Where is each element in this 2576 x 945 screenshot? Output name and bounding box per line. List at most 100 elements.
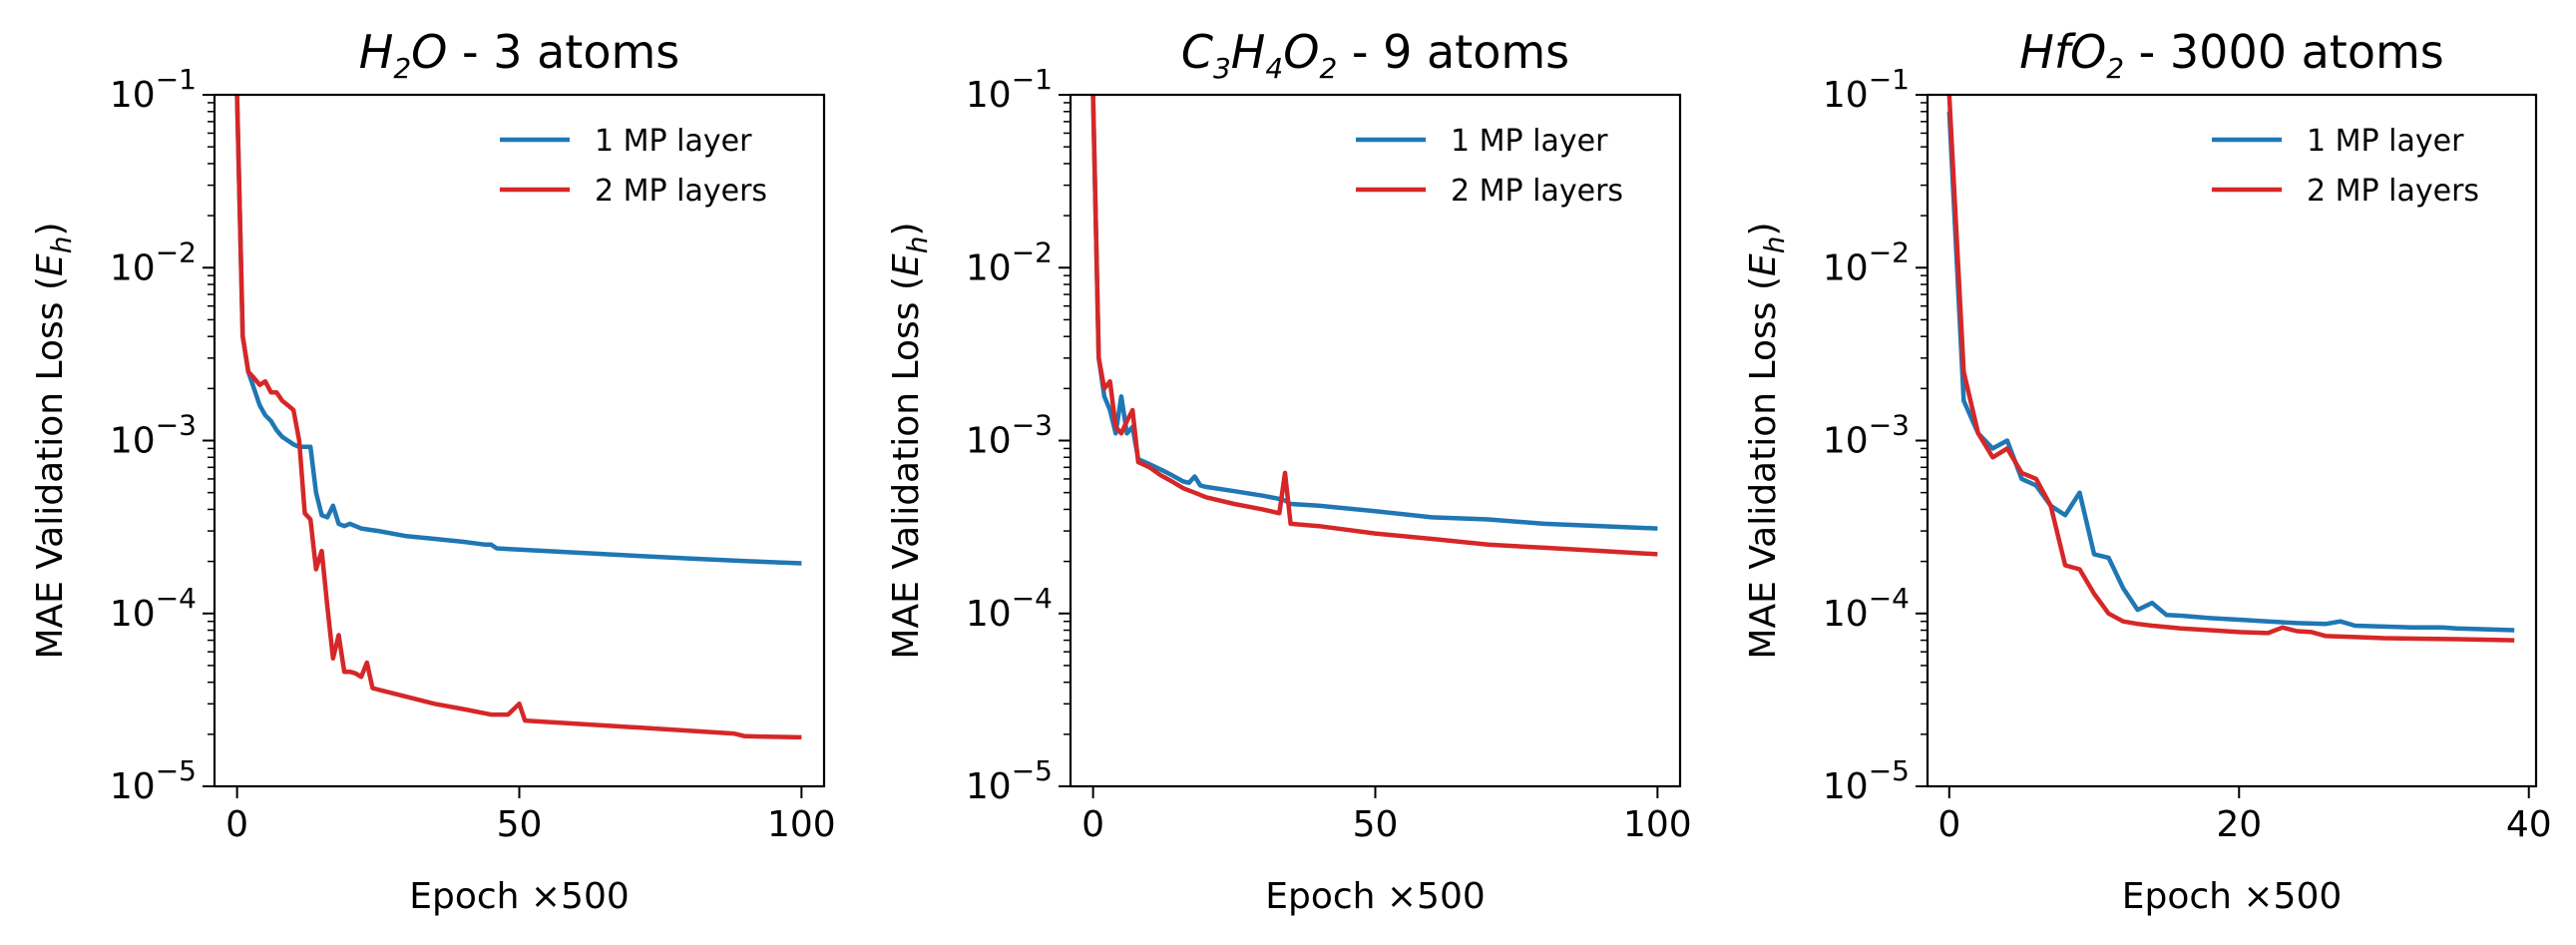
text-span: −1 xyxy=(1869,63,1910,96)
text-span: −1 xyxy=(156,63,197,96)
y-tick-label: 10−4 xyxy=(110,582,197,635)
y-axis-label: MAE Validation Loss (Eh) xyxy=(30,222,78,659)
text-span: 10 xyxy=(966,247,1012,288)
text-span: −4 xyxy=(1012,582,1053,615)
text-span: 2 xyxy=(2106,52,2124,85)
x-tick-label: 0 xyxy=(1937,804,1960,845)
y-tick-label: 10−2 xyxy=(110,236,197,288)
text-span: 10 xyxy=(1823,75,1869,116)
text-span: E xyxy=(886,253,927,276)
text-span: −2 xyxy=(1012,236,1053,268)
y-tick-label: 10−3 xyxy=(110,409,197,462)
text-span: ) xyxy=(30,222,71,236)
text-span: ) xyxy=(1743,222,1784,236)
text-span: 10 xyxy=(1823,594,1869,635)
x-tick-label: 50 xyxy=(1353,804,1399,845)
text-span: −5 xyxy=(1869,754,1910,787)
legend-label-1: 1 MP layer xyxy=(595,124,752,159)
text-span: 10 xyxy=(1823,421,1869,462)
text-span: 10 xyxy=(110,421,156,462)
x-axis-label: Epoch ×500 xyxy=(2122,876,2343,917)
series-line-2 xyxy=(234,95,802,740)
text-span: −3 xyxy=(156,409,197,442)
text-span: 10 xyxy=(1823,766,1869,807)
text-span: HfO xyxy=(2019,25,2106,79)
legend-label-2: 2 MP layers xyxy=(595,174,767,209)
text-span: ( xyxy=(30,276,71,302)
y-tick-label: 10−2 xyxy=(966,236,1053,288)
y-axis-label: MAE Validation Loss (Eh) xyxy=(886,222,934,659)
x-tick-label: 100 xyxy=(1623,804,1692,845)
text-span: 10 xyxy=(966,594,1012,635)
y-tick-label: 10−5 xyxy=(110,754,197,807)
text-span: O xyxy=(1283,25,1319,79)
text-span: 3 xyxy=(1213,52,1231,85)
text-span: −5 xyxy=(1012,754,1053,787)
text-span: −1 xyxy=(1012,63,1053,96)
series-line-1 xyxy=(234,95,802,566)
text-span: 2 xyxy=(1319,52,1337,85)
y-tick-label: 10−5 xyxy=(966,754,1053,807)
text-span: MAE Validation Loss xyxy=(886,301,927,659)
y-tick-label: 10−4 xyxy=(966,582,1053,635)
text-span: 4 xyxy=(1265,52,1283,85)
text-span: 10 xyxy=(110,247,156,288)
text-span: O xyxy=(411,25,447,79)
x-tick-label: 0 xyxy=(1081,804,1104,845)
chart-title: H2O - 3 atoms xyxy=(359,25,680,85)
x-tick-label: 20 xyxy=(2216,804,2262,845)
legend-label-2: 2 MP layers xyxy=(1451,174,1623,209)
text-span: ) xyxy=(886,222,927,236)
y-tick-label: 10−3 xyxy=(1823,409,1910,462)
text-span: C xyxy=(1181,25,1213,79)
text-span: - 9 atoms xyxy=(1337,25,1569,79)
x-axis-label: Epoch ×500 xyxy=(409,876,630,917)
x-tick-label: 100 xyxy=(767,804,836,845)
chart-title: HfO2 - 3000 atoms xyxy=(2019,25,2444,85)
text-span: 10 xyxy=(966,75,1012,116)
text-span: 10 xyxy=(966,421,1012,462)
y-tick-label: 10−5 xyxy=(1823,754,1910,807)
text-span: 10 xyxy=(1823,247,1869,288)
text-span: 10 xyxy=(110,766,156,807)
legend-label-1: 1 MP layer xyxy=(2307,124,2464,159)
series-line-1 xyxy=(1090,95,1658,531)
text-span: 10 xyxy=(966,766,1012,807)
y-tick-label: 10−2 xyxy=(1823,236,1910,288)
y-tick-label: 10−4 xyxy=(1823,582,1910,635)
text-span: E xyxy=(1743,253,1784,276)
text-span: −2 xyxy=(1869,236,1910,268)
text-span: ( xyxy=(886,276,927,302)
text-span: h xyxy=(45,236,78,253)
text-span: −4 xyxy=(1869,582,1910,615)
text-span: MAE Validation Loss xyxy=(1743,301,1784,659)
text-span: −4 xyxy=(156,582,197,615)
text-span: - 3000 atoms xyxy=(2124,25,2444,79)
text-span: H xyxy=(1231,25,1266,79)
x-axis-label: Epoch ×500 xyxy=(1265,876,1486,917)
chart-title: C3H4O2 - 9 atoms xyxy=(1181,25,1569,85)
text-span: h xyxy=(901,236,934,253)
series-line-2 xyxy=(1090,95,1658,557)
x-tick-label: 50 xyxy=(497,804,543,845)
x-tick-label: 40 xyxy=(2506,804,2552,845)
text-span: E xyxy=(30,253,71,276)
text-span: −3 xyxy=(1012,409,1053,442)
text-span: 10 xyxy=(110,75,156,116)
y-tick-label: 10−1 xyxy=(966,63,1053,116)
text-span: - 3 atoms xyxy=(447,25,679,79)
y-tick-label: 10−3 xyxy=(966,409,1053,462)
text-span: −2 xyxy=(156,236,197,268)
text-span: 10 xyxy=(110,594,156,635)
legend-label-2: 2 MP layers xyxy=(2307,174,2479,209)
x-tick-label: 0 xyxy=(225,804,248,845)
y-axis-label: MAE Validation Loss (Eh) xyxy=(1743,222,1791,659)
text-span: h xyxy=(1758,236,1791,253)
y-tick-label: 10−1 xyxy=(110,63,197,116)
text-span: ( xyxy=(1743,276,1784,302)
y-tick-label: 10−1 xyxy=(1823,63,1910,116)
